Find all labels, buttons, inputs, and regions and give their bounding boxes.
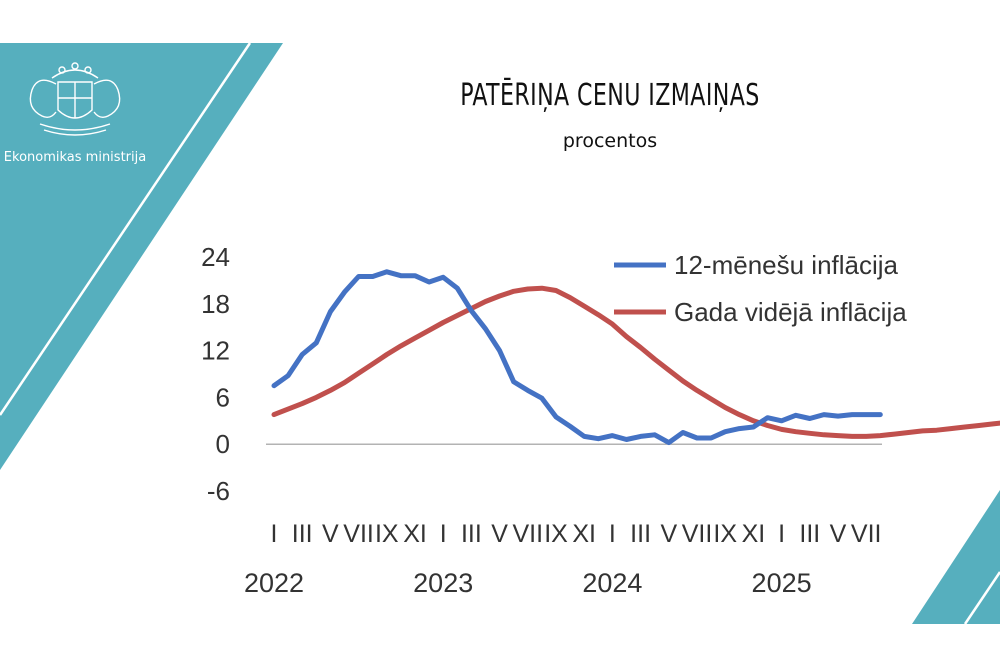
latvian-coat-of-arms-icon	[29, 62, 121, 136]
chart-subtitle: procentos	[562, 130, 658, 152]
x-tick-label: I	[609, 520, 616, 548]
y-tick-label: 0	[216, 429, 230, 459]
y-axis: 24 18 12 6 0 -6	[201, 242, 230, 506]
x-tick-label: VII	[513, 520, 544, 548]
x-tick-label: IX	[375, 520, 399, 548]
series-line	[271, 269, 883, 446]
x-tick-label: III	[461, 520, 482, 548]
y-tick-label: 18	[201, 289, 230, 319]
x-tick-label: V	[830, 520, 847, 548]
x-year-label: 2024	[582, 568, 642, 598]
x-tick-label: XI	[403, 520, 427, 548]
x-tick-label: VII	[851, 520, 882, 548]
x-tick-label: VII	[343, 520, 374, 548]
y-tick-label: 24	[201, 242, 230, 272]
right-teal-corner	[912, 490, 1000, 624]
x-year-label: 2022	[244, 568, 304, 598]
x-axis: I III V VII IX XI I III V VII IX XI I III V VII IX XI I III…	[244, 443, 882, 598]
x-tick-label: V	[491, 520, 508, 548]
series-layer	[271, 269, 1000, 446]
legend-label: Gada vidējā inflācija	[674, 297, 907, 327]
y-tick-label: -6	[207, 476, 230, 506]
x-tick-label: XI	[742, 520, 766, 548]
x-tick-label: V	[660, 520, 677, 548]
left-teal-panel	[0, 43, 283, 470]
x-tick-label: IX	[713, 520, 737, 548]
x-year-label: 2025	[752, 568, 812, 598]
x-tick-label: VII	[682, 520, 713, 548]
chart-title: PATĒRIŅA CENU IZMAIŅAS	[460, 78, 760, 113]
legend: 12-mēnešu inflācija Gada vidējā inflācija	[614, 250, 907, 327]
ministry-name: Ekonomikas ministrija	[3, 150, 147, 165]
x-tick-label: XI	[572, 520, 596, 548]
legend-label: 12-mēnešu inflācija	[674, 250, 899, 280]
x-tick-label: I	[778, 520, 785, 548]
right-white-stripe	[963, 571, 1000, 625]
x-year-label: 2023	[413, 568, 473, 598]
x-tick-label: I	[271, 520, 278, 548]
x-tick-label: III	[292, 520, 313, 548]
x-tick-label: III	[630, 520, 651, 548]
series-line	[271, 285, 1000, 439]
x-tick-label: IX	[544, 520, 568, 548]
left-white-stripe	[0, 42, 252, 416]
x-tick-label: V	[322, 520, 339, 548]
x-tick-label: I	[440, 520, 447, 548]
x-tick-label: III	[799, 520, 820, 548]
y-tick-label: 6	[216, 382, 230, 412]
y-tick-label: 12	[201, 336, 230, 366]
brand-block: Ekonomikas ministrija	[0, 60, 150, 166]
